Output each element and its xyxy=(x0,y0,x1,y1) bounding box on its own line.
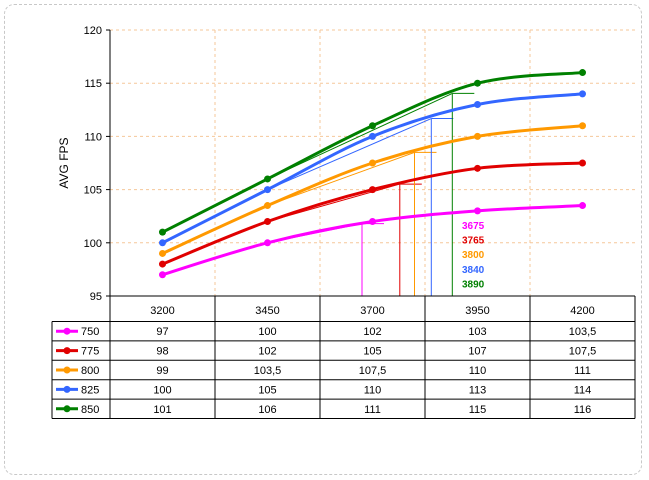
data-point-775 xyxy=(369,186,376,194)
data-point-825 xyxy=(159,239,166,247)
table-cell-825: 110 xyxy=(364,384,382,396)
y-tick-label: 95 xyxy=(90,291,102,303)
legend-marker-800 xyxy=(63,366,71,374)
data-point-775 xyxy=(474,164,481,172)
data-point-825 xyxy=(264,186,271,194)
legend-label-800: 800 xyxy=(81,365,99,377)
data-point-825 xyxy=(369,132,376,140)
x-tick-label: 3200 xyxy=(150,305,174,317)
table-cell-825: 113 xyxy=(469,384,487,396)
data-point-800 xyxy=(264,202,271,210)
data-point-800 xyxy=(369,159,376,167)
y-tick-label: 100 xyxy=(84,238,102,250)
table-cell-800: 110 xyxy=(469,365,487,377)
y-tick-label: 110 xyxy=(84,131,102,143)
data-point-850 xyxy=(369,122,376,130)
data-point-800 xyxy=(474,132,481,140)
x-tick-label: 3450 xyxy=(255,305,279,317)
data-point-750 xyxy=(264,239,271,247)
table-cell-775: 105 xyxy=(363,346,381,358)
x-tick-label: 4200 xyxy=(570,305,594,317)
chart-frame xyxy=(4,4,642,475)
table-cell-850: 101 xyxy=(153,404,171,416)
data-point-775 xyxy=(159,260,166,268)
table-cell-800: 99 xyxy=(156,365,168,377)
table-cell-800: 107,5 xyxy=(359,365,387,377)
legend-marker-850 xyxy=(63,405,71,413)
table-cell-750: 103,5 xyxy=(569,326,597,338)
table-cell-750: 100 xyxy=(258,326,276,338)
table-cell-750: 103 xyxy=(468,326,486,338)
table-cell-800: 103,5 xyxy=(254,365,282,377)
y-tick-label: 120 xyxy=(84,25,102,37)
legend-marker-750 xyxy=(63,327,71,335)
data-point-825 xyxy=(474,100,481,108)
table-cell-850: 106 xyxy=(258,404,276,416)
data-point-850 xyxy=(159,228,166,236)
x-tick-label: 3700 xyxy=(360,305,384,317)
legend-label-850: 850 xyxy=(81,404,99,416)
annotation-775: 3765 xyxy=(462,236,485,247)
annotation-800: 3800 xyxy=(462,250,485,261)
table-cell-825: 114 xyxy=(574,384,592,396)
annotation-850: 3890 xyxy=(462,279,485,290)
table-cell-850: 116 xyxy=(574,404,592,416)
y-axis-label: AVG FPS xyxy=(57,137,71,188)
legend-marker-825 xyxy=(63,385,71,393)
table-cell-750: 97 xyxy=(156,326,168,338)
table-cell-750: 102 xyxy=(363,326,381,338)
table-cell-775: 98 xyxy=(156,346,168,358)
x-tick-label: 3950 xyxy=(465,305,489,317)
y-tick-label: 105 xyxy=(84,185,102,197)
data-point-775 xyxy=(264,218,271,226)
data-point-750 xyxy=(159,271,166,279)
data-point-800 xyxy=(159,249,166,257)
annotation-750: 3675 xyxy=(462,221,485,232)
legend-label-750: 750 xyxy=(81,326,99,338)
tangent-line-825 xyxy=(267,118,432,191)
legend-marker-775 xyxy=(63,347,71,355)
y-tick-label: 115 xyxy=(84,78,102,90)
data-point-825 xyxy=(579,90,586,98)
tangent-line-800 xyxy=(267,151,415,207)
data-point-750 xyxy=(369,218,376,226)
data-point-800 xyxy=(579,122,586,130)
annotation-825: 3840 xyxy=(462,265,485,276)
data-point-750 xyxy=(474,207,481,215)
legend-label-825: 825 xyxy=(81,384,99,396)
data-point-850 xyxy=(579,69,586,77)
table-cell-800: 111 xyxy=(574,365,591,377)
table-cell-825: 100 xyxy=(153,384,171,396)
table-cell-775: 102 xyxy=(258,346,276,358)
table-cell-850: 115 xyxy=(469,404,487,416)
series-line-775 xyxy=(161,161,583,266)
table-cell-775: 107 xyxy=(468,346,486,358)
legend-label-775: 775 xyxy=(81,346,99,358)
table-cell-775: 107,5 xyxy=(569,346,597,358)
series-line-750 xyxy=(162,204,583,277)
data-point-750 xyxy=(579,202,586,210)
data-point-850 xyxy=(474,79,481,87)
table-cell-825: 105 xyxy=(258,384,276,396)
data-point-850 xyxy=(264,175,271,183)
table-cell-850: 111 xyxy=(364,404,381,416)
data-point-775 xyxy=(579,159,586,167)
